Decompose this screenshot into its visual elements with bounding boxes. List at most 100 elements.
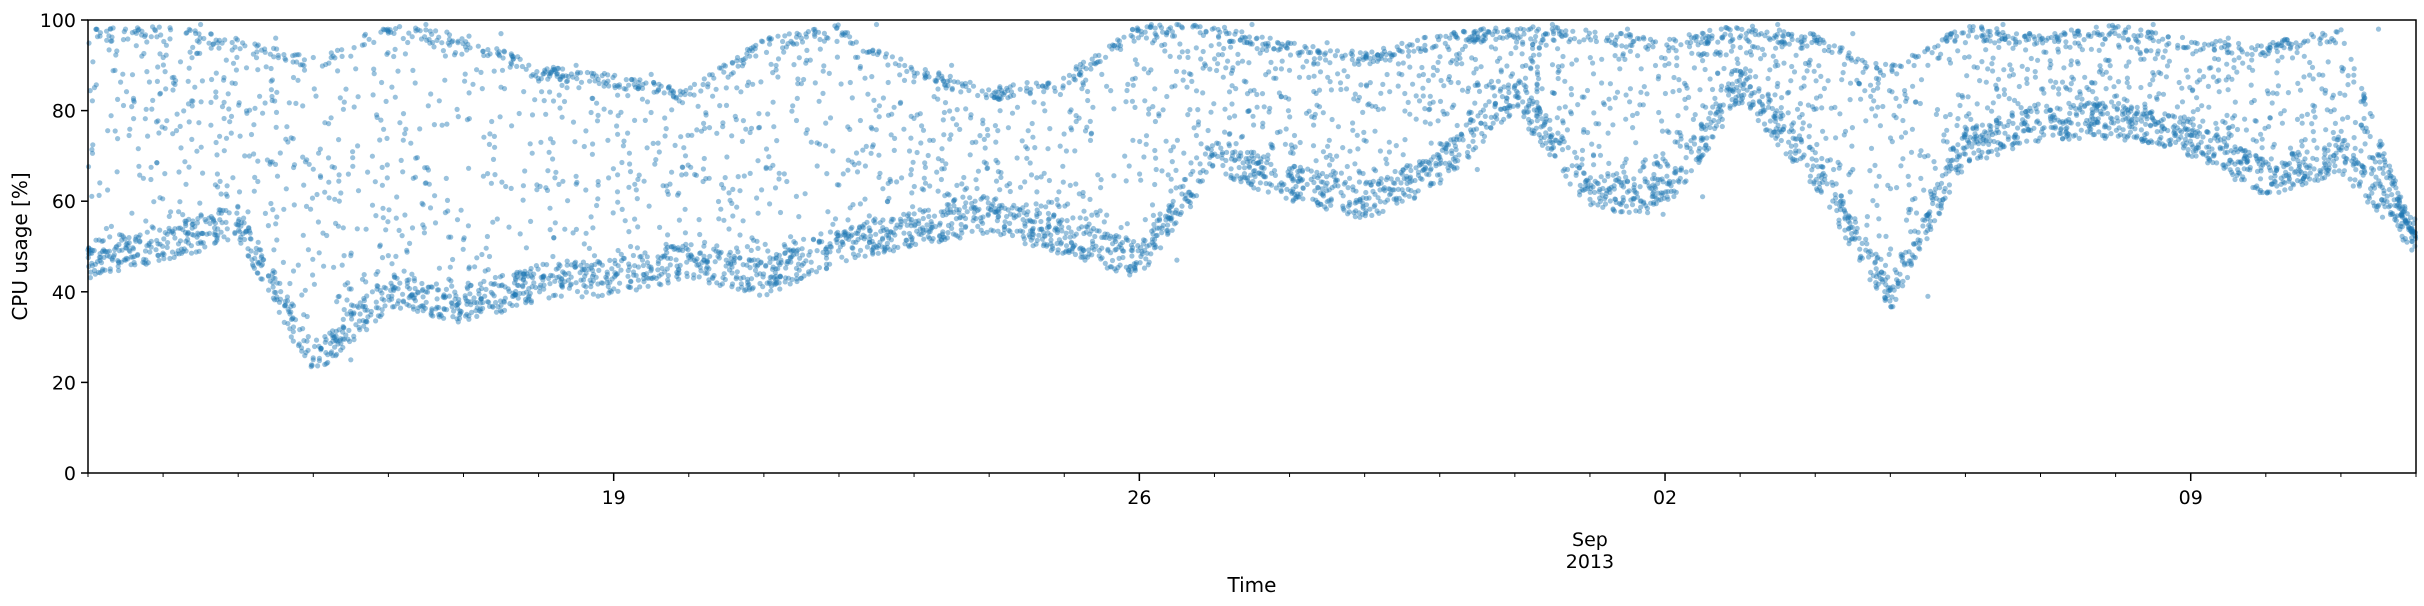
scatter-point: [1478, 64, 1484, 70]
scatter-point: [374, 286, 380, 292]
scatter-point: [1414, 37, 1421, 44]
scatter-point: [425, 167, 431, 173]
scatter-point: [1063, 243, 1070, 249]
scatter-point: [136, 26, 142, 32]
scatter-point: [402, 51, 408, 57]
scatter-point: [958, 89, 964, 95]
scatter-point: [1006, 227, 1012, 233]
scatter-point: [533, 263, 540, 269]
scatter-point: [1454, 122, 1460, 129]
scatter-point: [351, 337, 357, 343]
scatter-point: [626, 229, 632, 235]
scatter-point: [217, 207, 224, 213]
scatter-point: [161, 38, 167, 45]
scatter-point: [246, 228, 253, 234]
scatter-point: [1014, 104, 1021, 110]
scatter-point: [876, 152, 882, 158]
scatter-point: [1523, 105, 1530, 111]
scatter-point: [988, 227, 994, 233]
scatter-point: [790, 103, 796, 109]
scatter-point: [975, 168, 982, 174]
scatter-point: [909, 235, 915, 241]
scatter-point: [216, 207, 222, 213]
scatter-point: [995, 169, 1002, 175]
scatter-point: [755, 158, 761, 164]
scatter-point: [933, 79, 939, 85]
scatter-point: [342, 282, 348, 288]
scatter-point: [429, 31, 435, 37]
scatter-point: [814, 163, 820, 169]
scatter-point: [156, 257, 162, 263]
scatter-point: [117, 232, 123, 238]
scatter-point: [761, 271, 767, 277]
scatter-point: [1369, 49, 1375, 55]
scatter-point: [1438, 160, 1444, 166]
scatter-point: [1219, 151, 1225, 157]
scatter-point: [151, 199, 157, 205]
scatter-point: [446, 32, 453, 38]
scatter-point: [188, 243, 194, 249]
scatter-point: [1077, 215, 1083, 221]
scatter-point: [110, 68, 116, 74]
scatter-point: [1323, 57, 1329, 63]
scatter-point: [1444, 142, 1450, 148]
scatter-point: [466, 33, 472, 39]
scatter-point: [931, 213, 938, 219]
scatter-point: [363, 318, 369, 324]
scatter-point: [1347, 175, 1353, 181]
scatter-point: [148, 176, 154, 183]
scatter-point: [1228, 166, 1234, 172]
scatter-point: [181, 108, 187, 114]
scatter-point: [754, 272, 760, 278]
scatter-point: [1551, 31, 1557, 37]
scatter-point: [1576, 165, 1582, 171]
scatter-point: [245, 246, 251, 252]
scatter-point: [393, 26, 399, 32]
scatter-point: [951, 203, 957, 209]
scatter-point: [551, 235, 557, 241]
scatter-point: [824, 171, 830, 177]
scatter-point: [1386, 149, 1392, 155]
scatter-point: [182, 159, 188, 165]
scatter-point: [464, 301, 470, 307]
scatter-point: [1228, 175, 1234, 181]
scatter-point: [404, 277, 410, 283]
scatter-point: [1535, 71, 1541, 78]
scatter-point: [1113, 246, 1119, 252]
scatter-point: [1002, 89, 1008, 96]
scatter-point: [813, 269, 820, 275]
scatter-point: [1259, 91, 1266, 97]
scatter-point: [380, 215, 386, 221]
scatter-point: [1427, 106, 1433, 112]
scatter-point: [395, 286, 401, 292]
scatter-point: [961, 174, 967, 181]
scatter-point: [562, 279, 568, 285]
scatter-point: [679, 100, 686, 106]
scatter-point: [1452, 143, 1458, 149]
scatter-point: [1559, 134, 1565, 140]
scatter-point: [1257, 50, 1263, 56]
scatter-point: [781, 49, 787, 55]
scatter-point: [634, 196, 640, 202]
scatter-point: [1576, 39, 1582, 45]
scatter-point: [1402, 192, 1408, 198]
scatter-point: [1327, 152, 1333, 158]
scatter-point: [385, 50, 391, 56]
scatter-point: [140, 259, 146, 265]
scatter-point: [753, 53, 759, 59]
scatter-point: [1531, 128, 1537, 134]
scatter-point: [854, 169, 861, 175]
scatter-point: [250, 263, 256, 269]
scatter-point: [285, 321, 291, 327]
scatter-point: [1017, 86, 1023, 92]
scatter-point: [868, 150, 874, 156]
scatter-point: [162, 69, 168, 75]
scatter-point: [252, 255, 258, 261]
scatter-point: [522, 168, 528, 174]
scatter-point: [190, 218, 196, 224]
scatter-point: [1662, 55, 1668, 62]
scatter-point: [466, 90, 472, 96]
scatter-point: [637, 77, 643, 83]
scatter-point: [744, 82, 751, 89]
scatter-point: [1398, 180, 1404, 186]
